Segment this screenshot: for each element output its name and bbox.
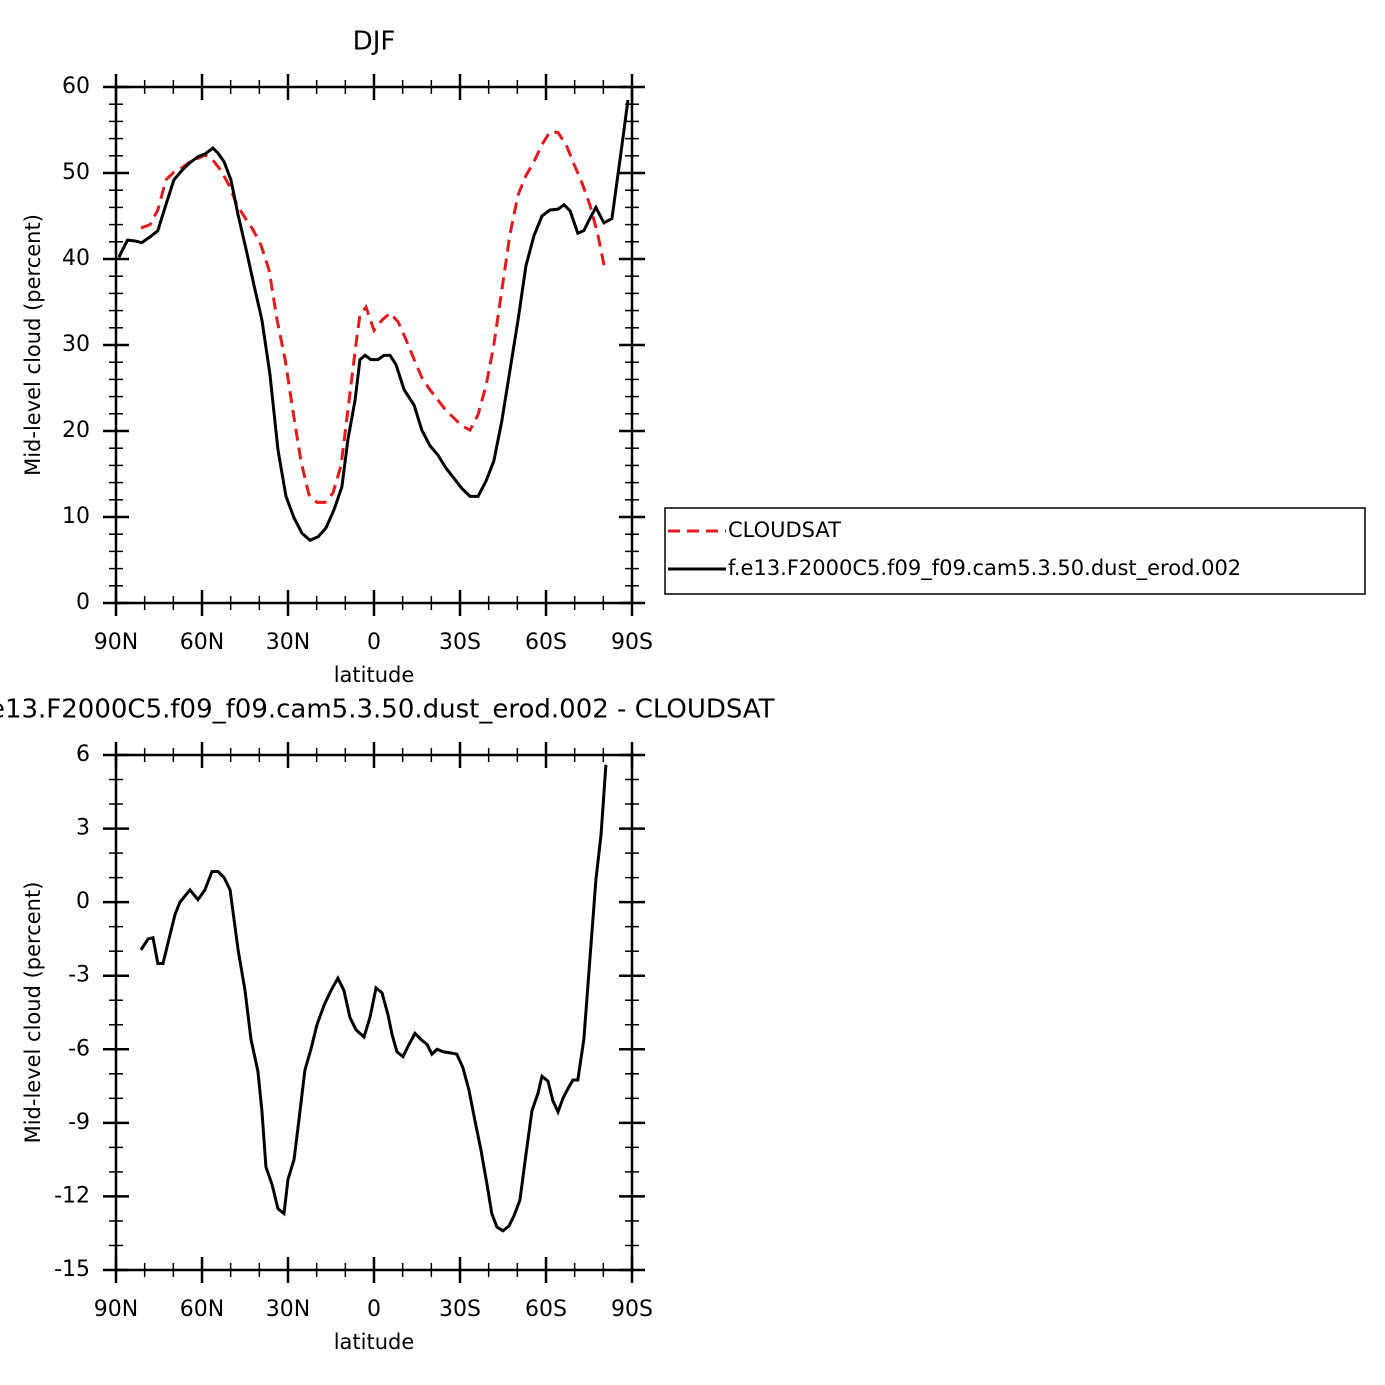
y-tick-label: 30 — [62, 332, 90, 357]
x-tick-label: 0 — [367, 630, 381, 655]
chart-title: DJF — [353, 27, 396, 57]
data-line — [140, 130, 607, 504]
y-tick-label: -6 — [68, 1036, 90, 1061]
x-axis-label: latitude — [334, 663, 415, 687]
x-tick-label: 30N — [266, 630, 310, 655]
y-tick-label: 0 — [76, 889, 90, 914]
y-tick-label: -3 — [68, 963, 90, 988]
y-tick-label: 40 — [62, 246, 90, 271]
x-tick-label: 30S — [439, 1297, 481, 1322]
y-tick-label: 3 — [76, 816, 90, 841]
legend-label: CLOUDSAT — [728, 518, 841, 542]
plot-frame — [114, 85, 634, 605]
x-axis-label: latitude — [334, 1330, 415, 1354]
y-tick-label: -15 — [54, 1257, 90, 1282]
x-tick-label: 0 — [367, 1297, 381, 1322]
y-tick-label: 0 — [76, 590, 90, 615]
y-tick-label: -9 — [68, 1110, 90, 1135]
x-tick-label: 60S — [525, 630, 567, 655]
y-tick-label: 60 — [62, 74, 90, 99]
legend-box — [664, 507, 1366, 595]
chart-title: f.e13.F2000C5.f09_f09.cam5.3.50.dust_ero… — [0, 695, 775, 725]
y-tick-label: 20 — [62, 418, 90, 443]
plot-frame — [114, 753, 634, 1272]
x-tick-label: 90N — [94, 1297, 138, 1322]
y-axis-label: Mid-level cloud (percent) — [21, 214, 45, 476]
y-axis-label: Mid-level cloud (percent) — [21, 882, 45, 1144]
x-tick-label: 90S — [611, 1297, 653, 1322]
y-tick-label: 50 — [62, 160, 90, 185]
x-tick-label: 60N — [180, 630, 224, 655]
x-tick-label: 30S — [439, 630, 481, 655]
x-tick-label: 60N — [180, 1297, 224, 1322]
y-tick-label: -12 — [54, 1183, 90, 1208]
y-tick-label: 10 — [62, 504, 90, 529]
x-tick-label: 30N — [266, 1297, 310, 1322]
y-tick-label: 6 — [76, 742, 90, 767]
legend-label: f.e13.F2000C5.f09_f09.cam5.3.50.dust_ero… — [728, 556, 1241, 581]
x-tick-label: 90S — [611, 630, 653, 655]
x-tick-label: 90N — [94, 630, 138, 655]
x-tick-label: 60S — [525, 1297, 567, 1322]
data-line — [117, 99, 630, 542]
data-line — [139, 764, 608, 1233]
